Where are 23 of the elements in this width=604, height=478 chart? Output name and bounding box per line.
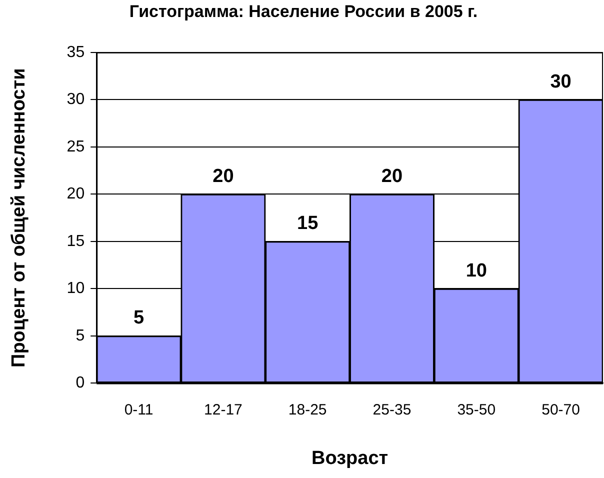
x-axis-title: Возраст bbox=[312, 448, 388, 469]
data-label: 15 bbox=[297, 213, 319, 234]
y-tick-label: 10 bbox=[66, 280, 85, 298]
y-tick-label: 35 bbox=[66, 44, 85, 61]
y-tick-label: 0 bbox=[76, 374, 85, 392]
y-tick-label: 5 bbox=[76, 327, 85, 344]
y-tick-label: 30 bbox=[66, 91, 85, 108]
x-tick-label: 50-70 bbox=[542, 401, 580, 418]
y-tick-label: 15 bbox=[66, 232, 85, 250]
x-tick-label: 35-50 bbox=[457, 401, 496, 418]
y-axis-title: Процент от общей численности bbox=[8, 68, 30, 368]
chart-title: Гистограмма: Население России в 2005 г. bbox=[129, 2, 478, 21]
y-tick-label: 20 bbox=[66, 186, 85, 203]
data-label: 5 bbox=[134, 308, 145, 329]
y-tick-label: 25 bbox=[66, 138, 85, 156]
data-label: 10 bbox=[466, 260, 487, 282]
x-tick-label: 18-25 bbox=[288, 401, 327, 418]
data-label: 20 bbox=[212, 166, 234, 187]
x-tick-label: 0-11 bbox=[124, 401, 154, 418]
x-tick-label: 25-35 bbox=[372, 401, 412, 418]
x-tick-label: 12-17 bbox=[204, 401, 242, 418]
data-label: 30 bbox=[550, 71, 572, 92]
data-label: 20 bbox=[381, 166, 403, 187]
